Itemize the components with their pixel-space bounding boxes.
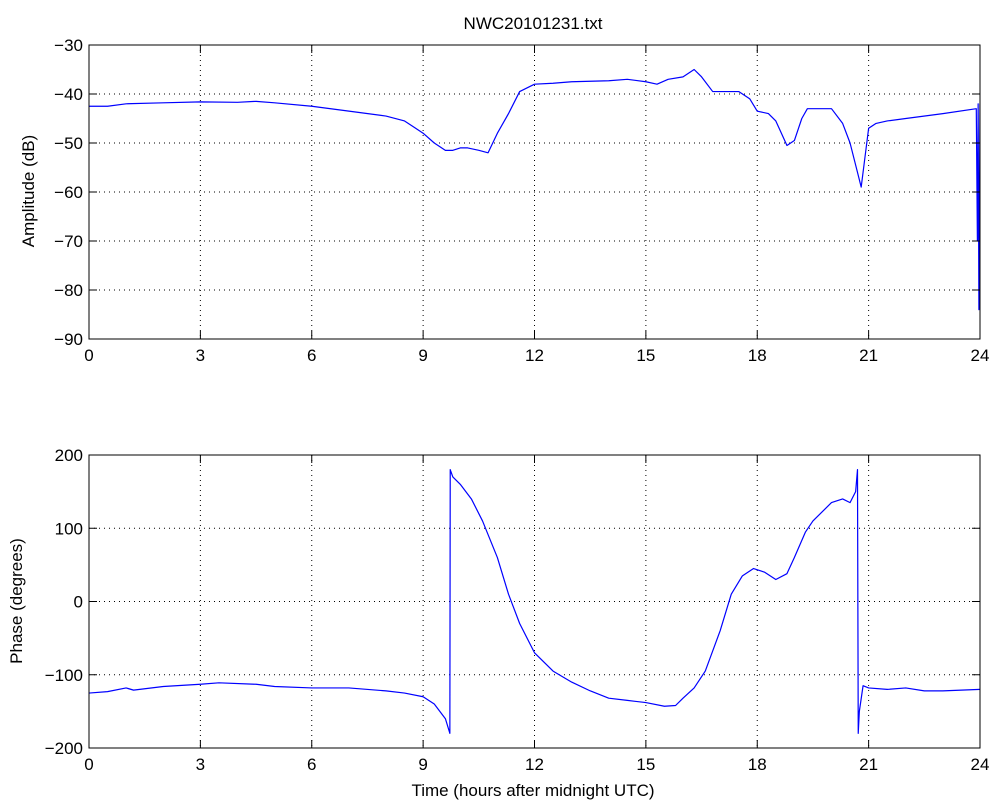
phase-x-tick-label: 24 [971, 755, 990, 774]
phase-x-tick-label: 9 [418, 755, 427, 774]
phase-x-tick-label: 21 [859, 755, 878, 774]
amplitude-x-tick-label: 12 [525, 346, 544, 365]
amplitude-y-tick-label: −60 [54, 183, 83, 202]
phase-y-label: Phase (degrees) [7, 538, 26, 664]
phase-y-tick-label: 100 [55, 519, 83, 538]
phase-x-tick-label: 0 [84, 755, 93, 774]
amplitude-y-tick-label: −30 [54, 36, 83, 55]
amplitude-y-label: Amplitude (dB) [19, 135, 38, 247]
amplitude-y-tick-label: −70 [54, 232, 83, 251]
amplitude-x-tick-label: 6 [307, 346, 316, 365]
phase-series-line [89, 469, 980, 734]
amplitude-y-tick-label: −40 [54, 85, 83, 104]
amplitude-axes: 0 3 6 9 12 15 18 21 24 −90 −80 −70 −60 −50 −40 −30 [54, 36, 989, 365]
phase-x-tick-label: 18 [748, 755, 767, 774]
phase-y-tick-label: −100 [45, 666, 83, 685]
amplitude-y-tick-label: −90 [54, 330, 83, 349]
amplitude-y-tick-label: −50 [54, 134, 83, 153]
phase-y-tick-label: 0 [74, 593, 83, 612]
phase-y-tick-label: −200 [45, 739, 83, 758]
amplitude-x-tick-label: 18 [748, 346, 767, 365]
chart-title: NWC20101231.txt [464, 14, 603, 33]
amplitude-x-tick-label: 24 [971, 346, 990, 365]
amplitude-x-tick-label: 3 [196, 346, 205, 365]
phase-axes: 0 3 6 9 12 15 18 21 24 −200 −100 0 100 200 [45, 446, 990, 774]
amplitude-x-tick-label: 0 [84, 346, 93, 365]
phase-x-label: Time (hours after midnight UTC) [411, 781, 654, 800]
phase-y-tick-label: 200 [55, 446, 83, 465]
phase-x-tick-label: 3 [196, 755, 205, 774]
amplitude-y-tick-label: −80 [54, 281, 83, 300]
amplitude-x-tick-label: 9 [418, 346, 427, 365]
phase-x-tick-label: 15 [636, 755, 655, 774]
phase-x-tick-label: 6 [307, 755, 316, 774]
amplitude-x-tick-label: 21 [859, 346, 878, 365]
amplitude-series-line [89, 68, 980, 311]
phase-x-tick-label: 12 [525, 755, 544, 774]
amplitude-x-tick-label: 15 [636, 346, 655, 365]
